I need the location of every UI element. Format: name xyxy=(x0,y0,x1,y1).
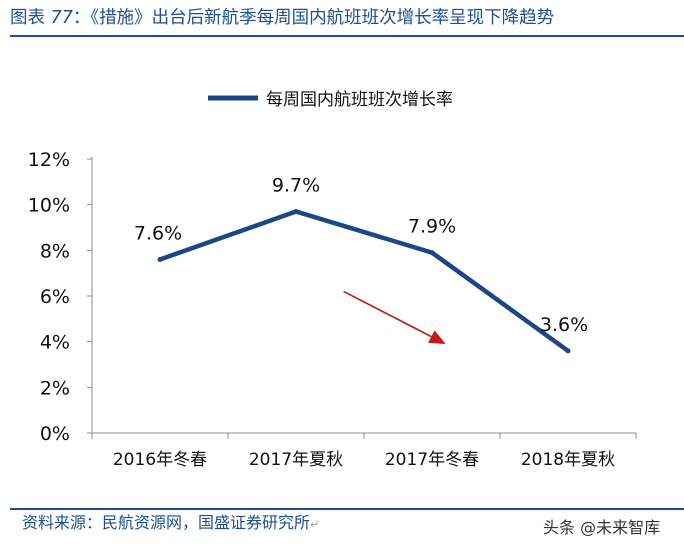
data-point xyxy=(293,209,299,215)
y-tick-label: 0% xyxy=(40,423,70,445)
data-label: 7.6% xyxy=(134,222,182,244)
legend-label: 每周国内航班班次增长率 xyxy=(266,90,453,110)
data-label: 7.9% xyxy=(408,216,456,238)
figure-title-prefix: 图表 xyxy=(10,8,45,28)
legend: 每周国内航班班次增长率 xyxy=(208,90,453,110)
y-tick-label: 4% xyxy=(40,332,70,354)
x-tick-label: 2017年冬春 xyxy=(385,450,479,470)
y-tick-label: 6% xyxy=(40,286,70,308)
figure-title-text: 《措施》出台后新航季每周国内航班班次增长率呈现下降趋势 xyxy=(90,8,555,28)
y-tick-label: 12% xyxy=(28,149,70,171)
series-line xyxy=(159,209,570,353)
y-tick-label: 2% xyxy=(40,377,70,399)
figure-title-colon: ： xyxy=(72,8,91,28)
source-rule xyxy=(10,508,684,510)
figure-title-number: 77 xyxy=(50,8,73,28)
x-tick-label: 2016年冬春 xyxy=(113,450,207,470)
figure-title: 图表 77：《措施》出台后新航季每周国内航班班次增长率呈现下降趋势 xyxy=(10,6,684,30)
source-note: 资料来源：民航资源网，国盛证券研究所↵ xyxy=(22,512,319,536)
watermark-text: 头条 @未来智库 xyxy=(543,518,661,537)
axes: 0% 2% 4% 6% 8% 10% 12% 2016年冬春 2017年夏秋 2017年冬春 201… xyxy=(28,149,637,470)
data-label: 3.6% xyxy=(540,314,588,336)
trend-arrow-head xyxy=(428,330,446,344)
y-tick-label: 10% xyxy=(28,195,70,217)
data-label: 9.7% xyxy=(272,175,320,197)
series: 7.6% 9.7% 7.9% 3.6% xyxy=(134,175,588,354)
source-text: 资料来源：民航资源网，国盛证券研究所 xyxy=(22,513,311,532)
data-point xyxy=(429,250,435,256)
data-point xyxy=(565,348,571,354)
annotations xyxy=(343,290,446,344)
x-tick-label: 2017年夏秋 xyxy=(249,450,343,470)
y-tick-label: 8% xyxy=(40,240,70,262)
trend-arrow-line xyxy=(343,290,432,338)
x-tick-label: 2018年夏秋 xyxy=(521,450,615,470)
paragraph-mark-icon: ↵ xyxy=(310,518,320,531)
watermark: 头条 @未来智库 xyxy=(543,518,660,538)
data-point xyxy=(157,256,163,262)
title-rule xyxy=(10,35,684,37)
